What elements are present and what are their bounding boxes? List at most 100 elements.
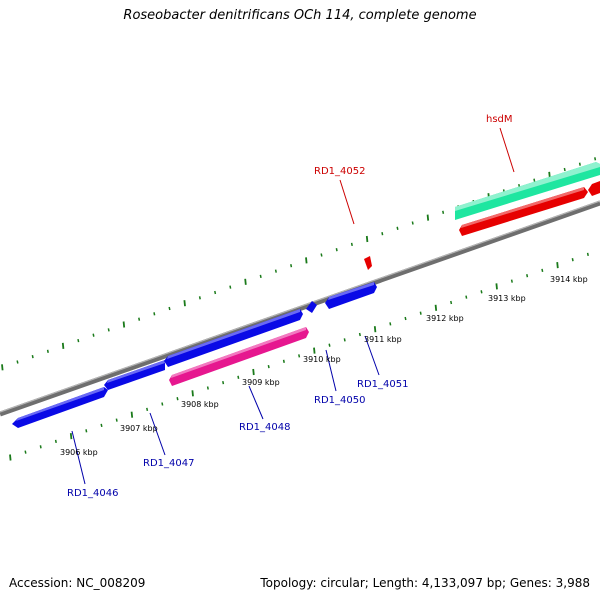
genome-info-text: Topology: circular; Length: 4,133,097 bp… [260,576,590,590]
inner-track-minor-tick [480,290,483,294]
inner-track-minor-tick [389,322,392,326]
inner-track-major-tick [69,433,73,440]
scale-label-3910: 3910 kbp [303,355,341,364]
leader-rd1-4052 [339,179,355,225]
outer-track-minor-tick [107,328,110,332]
outer-track-minor-tick [92,333,95,337]
leader-rd1-4046 [71,430,86,485]
inner-track-major-tick [556,262,559,269]
outer-track-minor-tick [259,274,262,279]
outer-track-minor-tick [578,162,581,166]
gene-label-rd1-4051[interactable]: RD1_4051 [357,379,408,390]
outer-track-major-tick [365,235,369,243]
outer-track-major-tick [122,321,126,328]
outer-track-minor-tick [335,248,338,252]
inner-track-major-tick [130,411,134,418]
outer-track-major-tick [305,257,308,264]
outer-track-minor-tick [46,349,49,353]
gene-rd1-4050-arrow[interactable] [306,301,317,313]
accession-text: Accession: NC_008209 [9,576,146,590]
inner-track-minor-tick [146,407,149,412]
outer-track-minor-tick [153,312,156,316]
outer-track-minor-tick [274,269,277,273]
outer-track-minor-tick [138,317,141,321]
scale-label-3906: 3906 kbp [60,448,98,457]
scale-label-3908: 3908 kbp [181,400,219,409]
outer-track-major-tick [183,300,186,307]
gene-label-rd1-4048[interactable]: RD1_4048 [239,422,290,433]
gene-label-rd1-4052[interactable]: RD1_4052 [314,166,365,177]
outer-track-minor-tick [229,285,232,289]
outer-track-major-tick [61,342,65,349]
inner-track-minor-tick [571,258,574,262]
leader-rd1-4051 [364,335,380,376]
inner-track-minor-tick [419,311,422,315]
inner-track-major-tick [495,283,498,290]
inner-track-minor-tick [510,279,513,283]
inner-track-minor-tick [298,354,301,358]
gene-label-hsdm[interactable]: hsdM [486,114,513,125]
inner-track-minor-tick [176,397,179,401]
scale-labels: 3906 kbp 3907 kbp 3908 kbp 3909 kbp 3910… [60,275,588,457]
inner-track-minor-tick [586,252,589,257]
gene-rd1-4049-arrow[interactable] [164,309,303,367]
outer-track-minor-tick [198,296,201,300]
inner-track-minor-tick [39,445,42,449]
inner-track-minor-tick [54,439,57,444]
leader-rd1-4047 [149,412,166,456]
outer-track-minor-tick [533,178,536,182]
scale-label-3911: 3911 kbp [364,335,402,344]
gene-rd1-4046-arrow[interactable] [12,387,108,428]
outer-track-minor-tick [411,221,414,225]
inner-tick-track [9,252,589,461]
outer-track-minor-tick [16,360,19,364]
inner-track-major-tick [434,304,438,311]
outer-track-minor-tick [563,167,566,172]
gene-label-rd1-4050[interactable]: RD1_4050 [314,395,365,406]
leader-rd1-4048 [248,385,264,420]
gene-rd1-4047-arrow[interactable] [104,360,165,390]
gene-red-upper-arrow-2[interactable] [588,181,600,196]
outer-tick-track [1,157,597,371]
inner-track-minor-tick [328,343,331,347]
leader-hsdm [499,127,515,173]
inner-track-major-tick [313,347,316,354]
gene-red-upper-arrow[interactable] [459,187,588,236]
outer-track-major-tick [244,278,247,285]
gene-rd1-4051-arrow[interactable] [325,282,377,309]
gene-hsdm-arrow[interactable] [455,162,600,220]
scale-label-3909: 3909 kbp [242,378,280,387]
inner-track-minor-tick [526,274,529,278]
outer-track-minor-tick [350,242,353,247]
inner-track-minor-tick [404,316,407,321]
inner-track-minor-tick [450,300,453,305]
inner-track-major-tick [252,368,255,376]
gene-rd1-4048-arrow[interactable] [169,327,309,386]
inner-track-minor-tick [267,364,270,369]
inner-track-minor-tick [358,332,361,337]
gene-label-rd1-4046[interactable]: RD1_4046 [67,488,118,499]
gene-rd1-4052-arrow[interactable] [364,256,372,270]
outer-track-minor-tick [290,264,293,268]
inner-track-minor-tick [100,423,103,428]
inner-track-minor-tick [343,338,346,342]
gene-label-rd1-4047[interactable]: RD1_4047 [143,458,194,469]
outer-track-minor-tick [320,253,323,257]
outer-track-major-tick [1,364,4,371]
genome-backbone [0,200,600,417]
scale-label-3907: 3907 kbp [120,424,158,433]
outer-track-minor-tick [168,306,171,311]
gene-labels: RD1_4046 RD1_4047 RD1_4048 RD1_4050 RD1_… [67,114,513,499]
genome-title: Roseobacter denitrificans OCh 114, compl… [123,8,477,23]
outer-track-minor-tick [31,354,34,359]
outer-track-minor-tick [396,226,399,230]
scale-label-3914: 3914 kbp [550,275,588,284]
leader-rd1-4050 [325,349,337,392]
outer-track-minor-tick [214,290,217,295]
inner-track-minor-tick [465,295,468,299]
scale-label-3913: 3913 kbp [488,294,526,303]
inner-track-minor-tick [85,429,88,433]
inner-track-minor-tick [206,386,209,390]
inner-track-minor-tick [161,402,164,406]
